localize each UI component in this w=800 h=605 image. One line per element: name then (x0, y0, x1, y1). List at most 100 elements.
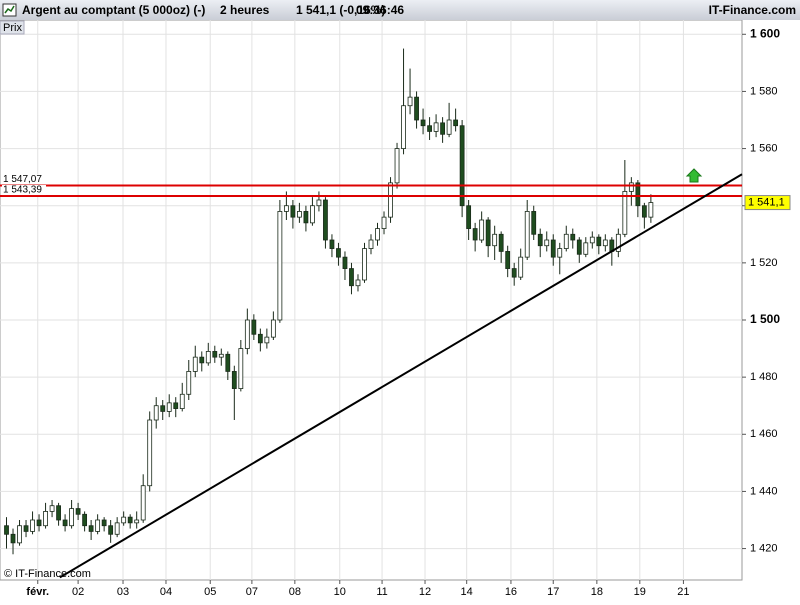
copyright: © IT-Finance.com (4, 568, 91, 580)
candle-body (316, 199, 322, 207)
candle-body (127, 516, 133, 524)
candle-body (420, 119, 426, 127)
candle-body (290, 205, 296, 218)
last-price-label: 1 541,1 (748, 196, 785, 208)
candle-body (49, 505, 55, 512)
candle-body (336, 248, 341, 258)
instrument-title: Argent au comptant (5 000oz) (-) (22, 3, 205, 17)
candle-body (570, 233, 576, 241)
candle-body (56, 505, 61, 521)
y-tick-label: 1 460 (750, 428, 778, 440)
candle-body (283, 205, 289, 212)
candle-body (10, 533, 16, 544)
candle-body (192, 356, 198, 372)
y-tick-label: 1 500 (750, 312, 780, 326)
candle-body (310, 205, 315, 224)
candle-body (433, 122, 439, 132)
x-tick-label: 14 (461, 586, 473, 598)
candle-body (381, 216, 387, 229)
x-tick-label: 10 (334, 586, 346, 598)
y-tick-label: 1 440 (750, 485, 778, 497)
y-tick-label: 1 560 (750, 142, 778, 154)
x-tick-label: 02 (72, 586, 84, 598)
candle-body (615, 233, 621, 252)
candle-body (557, 248, 563, 258)
candle-body (140, 485, 146, 521)
candle-body (355, 279, 361, 287)
candle-body (4, 525, 9, 535)
candle-body (628, 182, 634, 192)
candle-body (173, 402, 179, 409)
candle-body (36, 519, 42, 527)
candle-body (550, 239, 556, 258)
trendline (59, 173, 743, 579)
candle-body (648, 202, 654, 218)
candle-body (342, 256, 348, 269)
candle-body (329, 239, 335, 249)
candle-body (160, 405, 166, 412)
candle-body (498, 233, 504, 252)
candle-body (407, 96, 413, 107)
candle-body (459, 125, 465, 207)
plot-area (0, 19, 743, 581)
candle-body (218, 353, 224, 358)
candle-body (257, 333, 263, 344)
interval: 2 heures (220, 3, 270, 17)
candle-body (466, 205, 472, 229)
candle-body (75, 508, 81, 515)
candle-body (166, 402, 172, 412)
level-label-bg (2, 185, 46, 196)
y-tick-label: 1 420 (750, 542, 778, 554)
x-tick-label: 08 (289, 586, 301, 598)
x-tick-label: 04 (160, 586, 172, 598)
y-axis-label: Prix (3, 22, 22, 34)
quote: 1 541,1 (-0,16%) (296, 3, 385, 17)
x-tick-label: 17 (547, 586, 559, 598)
candle-body (303, 211, 309, 224)
candle-body (427, 125, 432, 132)
candle-body (17, 525, 22, 544)
candle-body (153, 405, 159, 421)
candle-body (69, 508, 74, 527)
x-tick-label: 05 (204, 586, 216, 598)
x-tick-label: 16 (505, 586, 517, 598)
axis-label-box (0, 20, 25, 35)
candle-body (231, 371, 237, 389)
candle-body (323, 199, 328, 241)
up-arrow-icon (685, 168, 703, 183)
candle-body (563, 233, 569, 249)
level-label-bg (2, 174, 46, 185)
candle-body (88, 525, 94, 532)
candle-body (225, 353, 231, 372)
candle-body (23, 525, 29, 532)
candle-body (635, 182, 641, 207)
candle-body (270, 319, 276, 338)
candle-body (264, 336, 270, 344)
candle-body (388, 182, 393, 218)
x-tick-label: 11 (376, 586, 387, 598)
x-tick-label: 07 (246, 586, 258, 598)
candle-body (576, 239, 582, 255)
candle-body (531, 211, 537, 235)
candle-body (199, 356, 205, 364)
candle-body (362, 248, 367, 281)
candle-body (414, 96, 419, 121)
y-tick-label: 1 520 (750, 257, 778, 269)
header-bar (0, 0, 800, 20)
candle-body (205, 351, 211, 364)
candle-body (453, 119, 459, 127)
candle-body (589, 236, 595, 244)
candle-body (179, 393, 185, 409)
y-tick-label: 1 580 (750, 85, 778, 97)
candle-body (641, 205, 647, 218)
candle-body (485, 219, 491, 247)
candle-body (602, 239, 608, 247)
candle-body (511, 268, 517, 278)
candle-body (622, 191, 628, 235)
candle-body (472, 228, 478, 241)
source: IT-Finance.com (709, 3, 796, 17)
candle-body (596, 236, 602, 247)
candle-body (544, 239, 550, 247)
x-tick-label: 12 (419, 586, 431, 598)
